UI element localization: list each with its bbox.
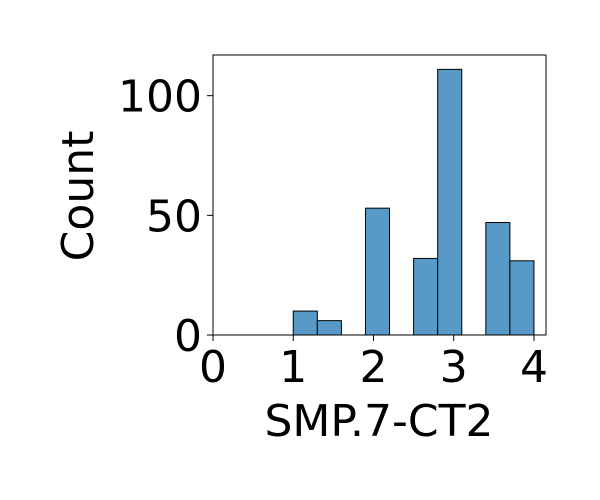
histogram-bar-5 [413,257,439,336]
histogram-bar-0 [292,310,318,336]
y-axis-label: Count [53,131,104,262]
histogram-bar-9 [509,260,535,336]
x-tick-label-1: 1 [279,342,307,393]
y-tick-label-1: 50 [146,191,202,242]
histogram-bar-3 [364,207,391,336]
x-axis-label: SMP.7-CT2 [264,396,493,447]
bars-layer [292,68,535,336]
histogram-bar-1 [316,320,342,336]
x-tick-label-4: 4 [520,342,548,393]
histogram-bar-6 [437,68,463,336]
y-tick-label-2: 100 [118,72,202,123]
histogram-bar-8 [485,222,511,336]
x-tick-label-2: 2 [359,342,387,393]
x-tick-label-0: 0 [199,342,227,393]
x-tick-label-3: 3 [440,342,468,393]
y-tick-label-0: 0 [174,311,202,362]
ticks-layer: 0 1 2 3 4 0 50 100 [118,72,548,393]
plot-frame [212,54,547,336]
